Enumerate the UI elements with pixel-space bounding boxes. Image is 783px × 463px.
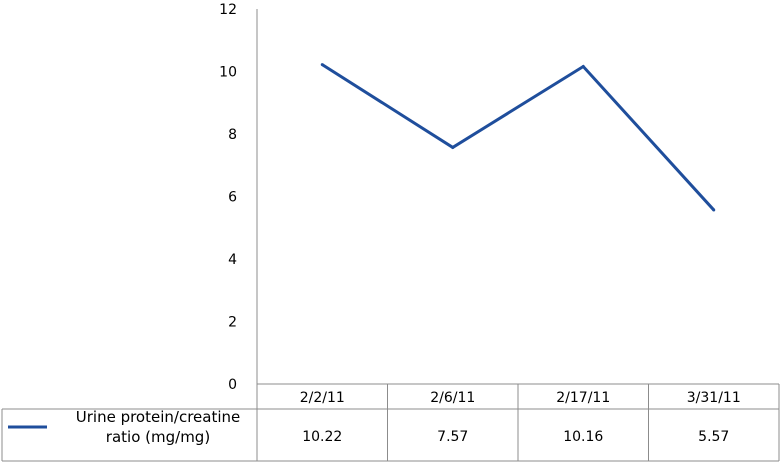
y-tick-label: 6 — [228, 190, 237, 206]
x-tick-label: 2/2/11 — [300, 390, 345, 406]
y-tick-label: 0 — [228, 377, 237, 393]
data-label: 10.22 — [302, 429, 342, 445]
data-point — [712, 208, 716, 212]
legend-label-line: Urine protein/creatine — [76, 408, 240, 426]
y-tick-label: 10 — [219, 65, 237, 81]
legend-label-line: ratio (mg/mg) — [106, 428, 210, 446]
x-tick-label: 2/6/11 — [430, 390, 475, 406]
x-tick-label: 3/31/11 — [687, 390, 741, 406]
plot-area — [320, 63, 716, 212]
data-point — [451, 145, 455, 149]
y-tick-label: 8 — [228, 127, 237, 143]
data-table: 2/2/11 2/6/11 2/17/11 3/31/11 10.22 7.57 10.16… — [1, 383, 780, 462]
y-tick-label: 2 — [228, 315, 237, 331]
y-tick-label: 12 — [219, 2, 237, 18]
data-point — [320, 63, 324, 67]
legend-label: Urine protein/creatine ratio (mg/mg) — [76, 408, 240, 446]
x-tick-label: 2/17/11 — [556, 390, 610, 406]
data-label: 5.57 — [698, 429, 729, 445]
data-label: 7.57 — [437, 429, 468, 445]
series-line — [321, 63, 715, 211]
data-label: 10.16 — [563, 429, 603, 445]
y-tick-label: 4 — [228, 252, 237, 268]
y-axis: 0 2 4 6 8 10 12 — [219, 2, 258, 393]
data-point — [581, 65, 585, 68]
